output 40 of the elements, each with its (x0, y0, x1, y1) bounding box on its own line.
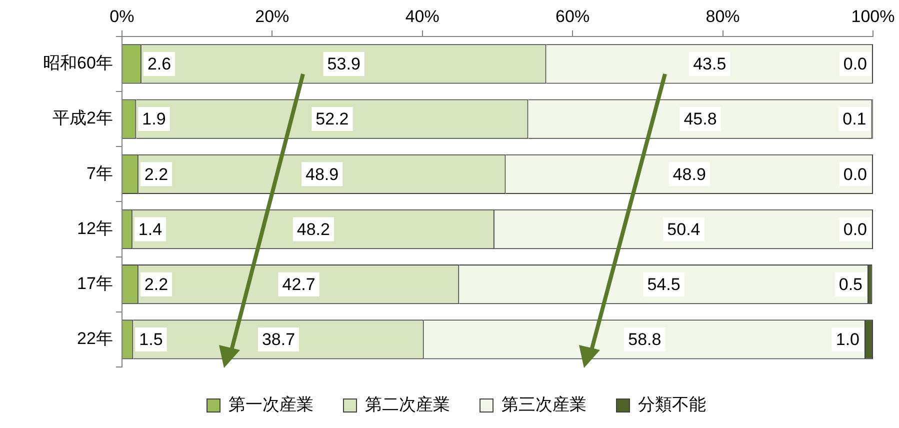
data-label: 0.0 (843, 220, 868, 239)
data-label: 1.4 (138, 220, 162, 239)
data-label: 1.0 (836, 330, 860, 350)
data-label: 2.2 (144, 164, 168, 184)
data-label: 53.9 (327, 54, 360, 74)
x-tick-label: 20% (255, 6, 290, 26)
legend-label: 第一次産業 (228, 395, 314, 414)
y-tick-label: 22年 (76, 329, 113, 348)
data-label: 48.9 (672, 164, 706, 184)
data-label: 1.9 (142, 110, 166, 129)
x-tick-label: 0% (110, 6, 134, 26)
x-tick-label: 60% (556, 6, 590, 26)
data-label: 0.0 (843, 164, 868, 184)
data-label: 43.5 (693, 54, 726, 74)
y-tick-label: 昭和60年 (42, 54, 113, 73)
data-label: 48.9 (306, 164, 339, 184)
data-label: 38.7 (262, 330, 296, 350)
data-label: 54.5 (647, 275, 680, 294)
legend-label: 第三次産業 (502, 395, 586, 414)
data-label: 58.8 (628, 330, 662, 350)
data-label: 52.2 (316, 110, 349, 129)
y-tick-label: 12年 (76, 218, 113, 238)
y-tick-label: 17年 (76, 274, 113, 294)
data-label: 0.5 (838, 275, 862, 294)
data-label: 2.2 (144, 275, 168, 294)
data-label: 1.5 (139, 330, 163, 350)
y-tick-label: 平成2年 (52, 108, 113, 128)
legend-label: 分類不能 (638, 395, 706, 414)
x-tick-label: 100% (851, 6, 895, 26)
data-label: 0.1 (842, 110, 866, 129)
data-label: 50.4 (667, 220, 700, 239)
data-label: 45.8 (684, 110, 717, 129)
y-tick-label: 7年 (86, 164, 113, 183)
legend-label: 第二次産業 (365, 395, 450, 414)
data-label: 2.6 (147, 54, 172, 74)
x-tick-label: 40% (405, 6, 440, 26)
data-label: 48.2 (296, 220, 330, 239)
data-label: 42.7 (282, 275, 316, 294)
x-tick-label: 80% (706, 6, 740, 26)
data-label: 0.0 (843, 54, 868, 74)
